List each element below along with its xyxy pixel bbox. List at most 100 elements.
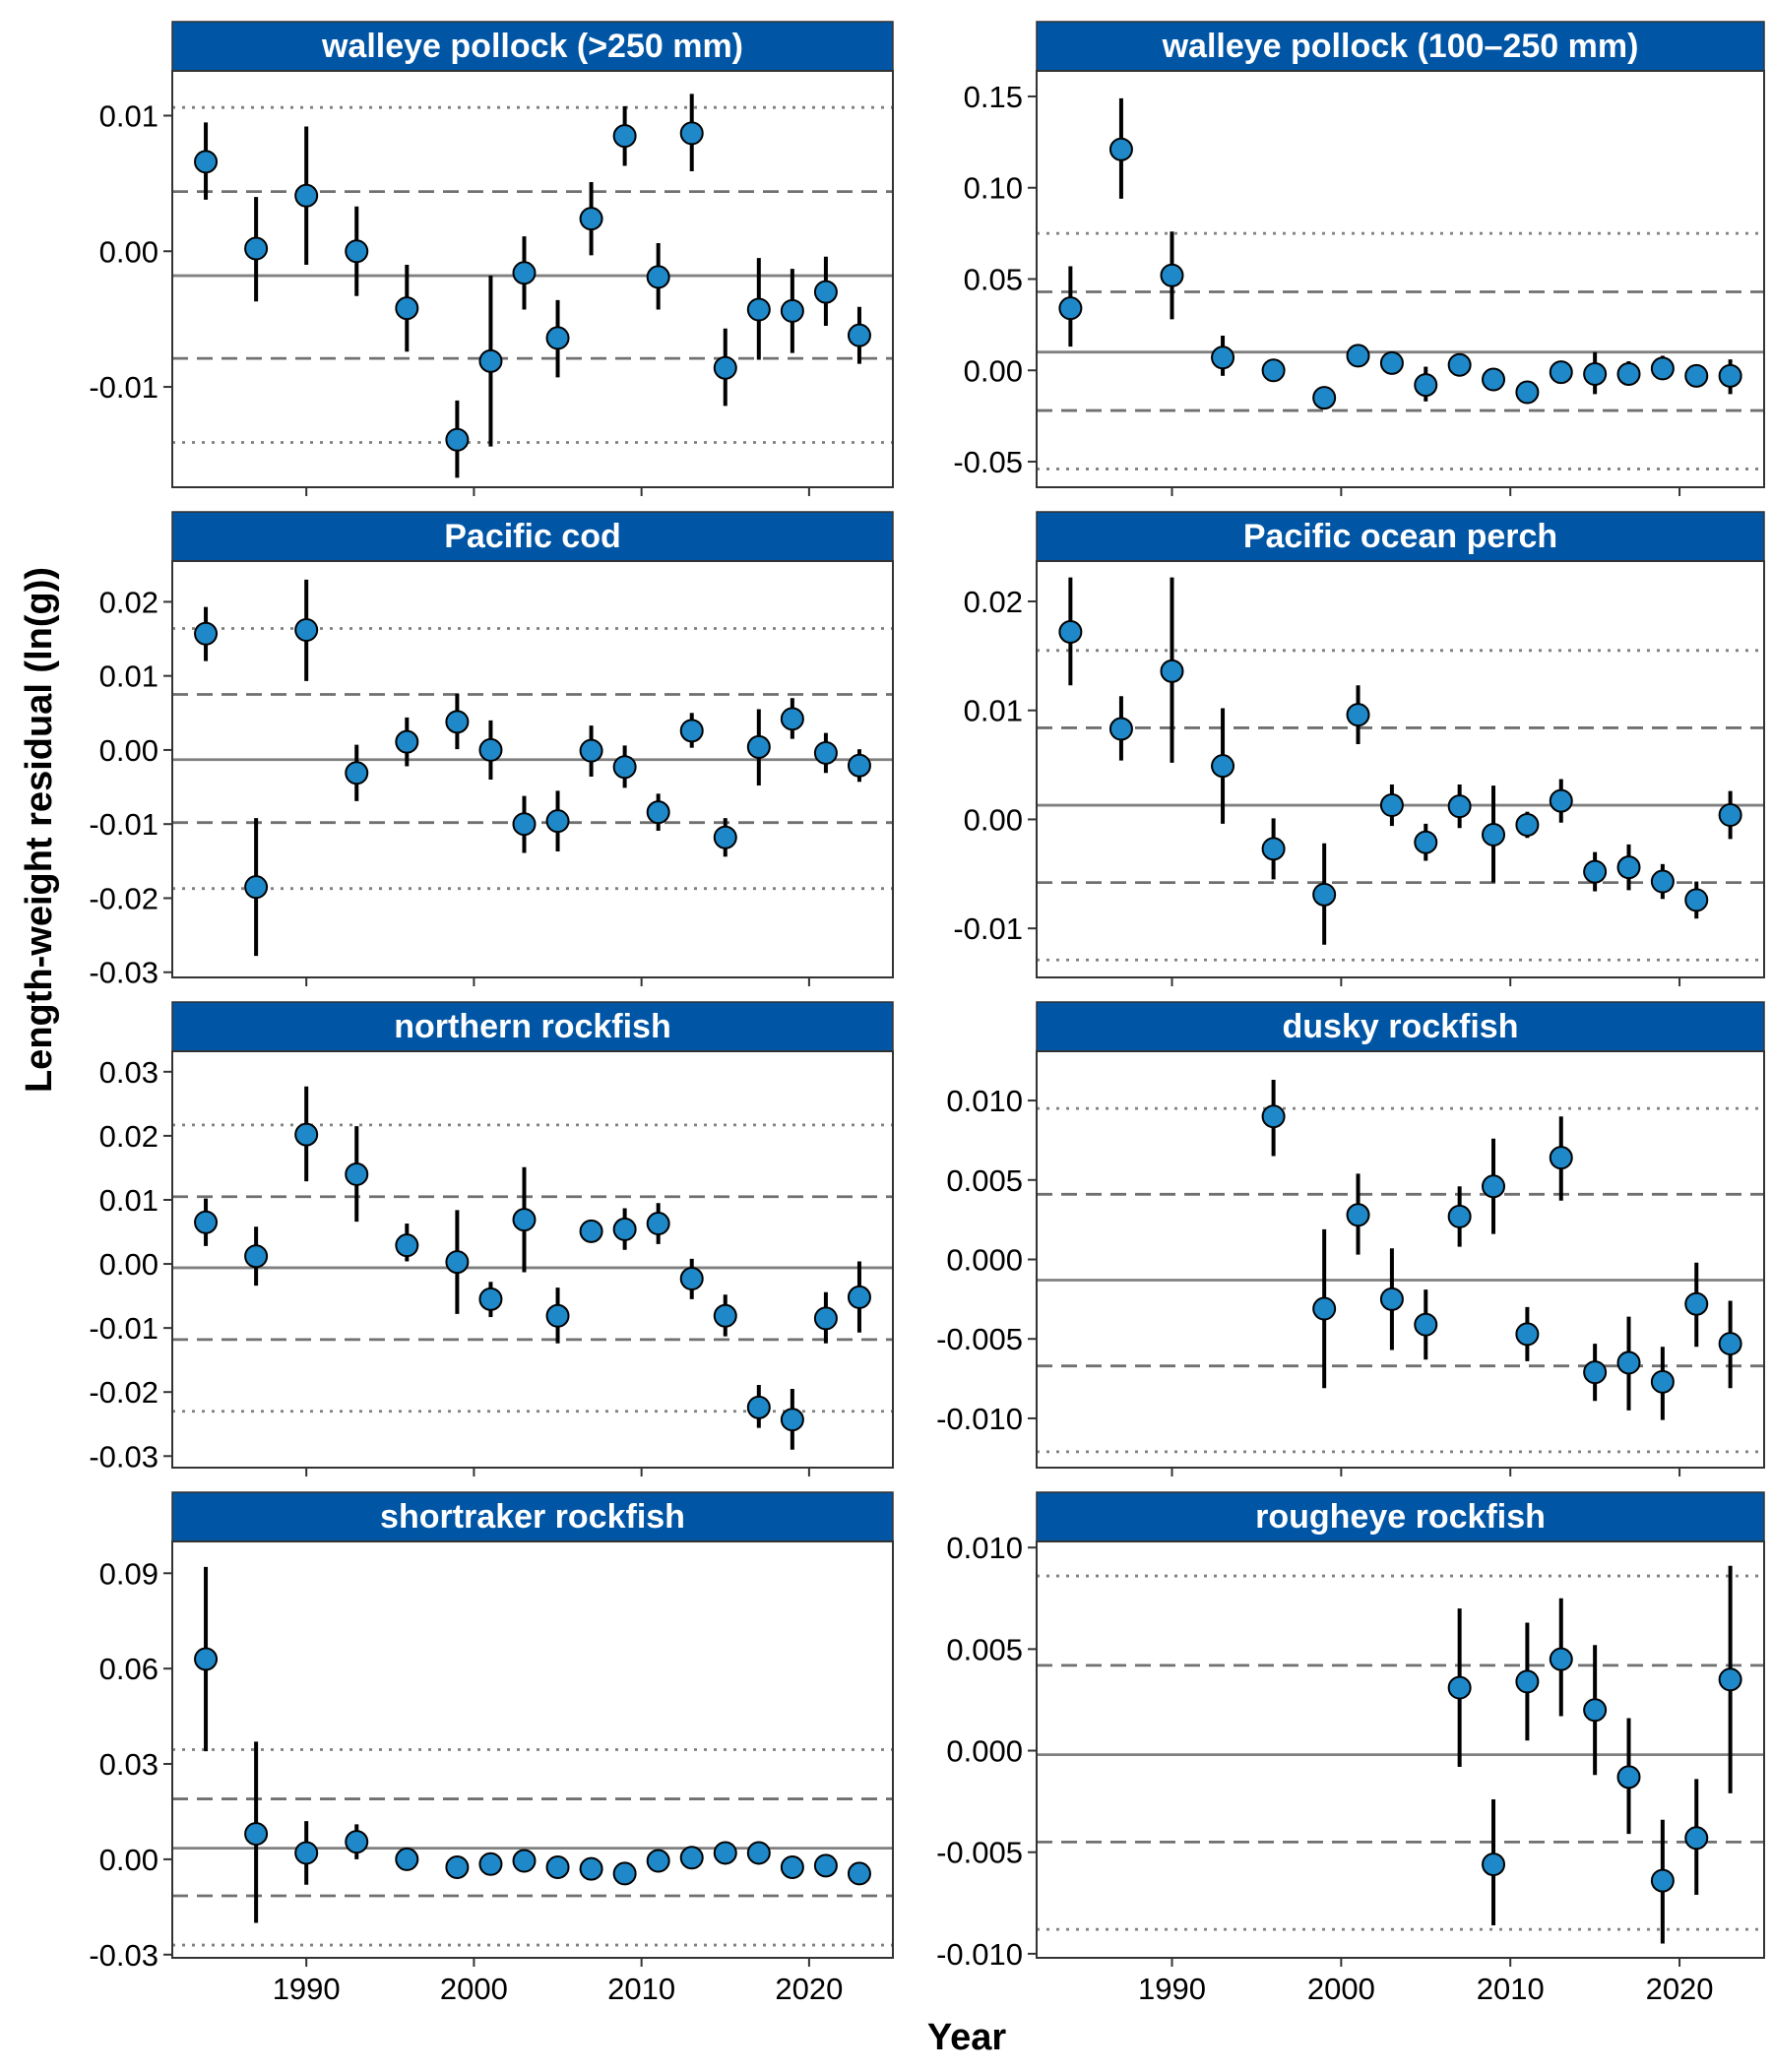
panel-title: dusky rockfish (1283, 1008, 1519, 1045)
panel-strip (1036, 21, 1765, 72)
data-point (512, 812, 537, 837)
data-point (1684, 1826, 1709, 1851)
data-point (395, 729, 419, 754)
panel-title: Pacific ocean perch (1243, 518, 1557, 555)
data-point (1549, 360, 1573, 385)
data-point (512, 261, 537, 285)
y-tick-label: -0.010 (936, 1937, 1023, 1972)
data-point (1684, 363, 1709, 388)
panel-border (171, 1540, 894, 1959)
panel-border (171, 560, 894, 978)
panel-title: walleye pollock (>250 mm) (321, 28, 743, 65)
panel-strip (171, 1491, 894, 1542)
data-point (294, 617, 319, 642)
y-tick-label: -0.010 (936, 1402, 1023, 1436)
data-point (1346, 1203, 1370, 1227)
data-point (1312, 882, 1337, 907)
data-point (1447, 794, 1472, 819)
x-tick-label: 2020 (775, 1972, 843, 2006)
data-point (1482, 367, 1506, 392)
y-tick-label: -0.05 (953, 445, 1023, 479)
data-point (847, 1285, 871, 1309)
y-tick-label: 0.06 (99, 1652, 158, 1686)
data-point (713, 355, 737, 380)
data-point (847, 323, 871, 347)
panel-border (1036, 1540, 1765, 1959)
y-tick-label: 0.01 (99, 659, 158, 694)
data-point (746, 734, 771, 759)
panel-title: rougheye rockfish (1255, 1498, 1546, 1536)
panel: dusky rockfish 0.010 0.005 0.000 -0.005 -0.01… (936, 1001, 1765, 1476)
data-point (1616, 361, 1641, 386)
data-point (1261, 1104, 1286, 1129)
data-point (1515, 1669, 1540, 1694)
x-tick-label: 2000 (1307, 1972, 1375, 2006)
data-point (194, 1210, 219, 1234)
data-point (1515, 380, 1540, 405)
data-point (1482, 1174, 1506, 1199)
data-point (612, 124, 637, 149)
data-point (294, 1122, 319, 1147)
y-tick-label: 0.00 (99, 1843, 158, 1877)
y-tick-label: 0.00 (99, 234, 158, 269)
data-point (445, 710, 470, 734)
data-point (345, 761, 369, 785)
x-tick-label: 2010 (1477, 1972, 1545, 2006)
data-point (1379, 1287, 1404, 1311)
data-point (478, 348, 503, 373)
data-point (1515, 1322, 1540, 1347)
data-point (244, 236, 269, 261)
data-point (1718, 803, 1742, 828)
data-point (244, 1244, 269, 1269)
y-tick-label: -0.01 (89, 807, 158, 842)
panel-background (172, 561, 893, 977)
data-point (1583, 361, 1608, 386)
data-point (478, 737, 503, 762)
y-tick-label: 0.000 (946, 1734, 1023, 1769)
panel-strip (1036, 1001, 1765, 1052)
panel-title: Pacific cod (444, 518, 621, 555)
y-tick-label: 0.010 (946, 1531, 1023, 1565)
data-point (780, 707, 804, 731)
data-point (646, 1212, 670, 1236)
x-tick-label: 1990 (1138, 1972, 1206, 2006)
panel-title: shortraker rockfish (380, 1498, 685, 1536)
data-point (1616, 855, 1641, 880)
data-point (1616, 1765, 1641, 1789)
data-point (345, 1162, 369, 1186)
data-point (478, 1287, 503, 1311)
data-point (847, 753, 871, 778)
panel-strip (1036, 1491, 1765, 1542)
data-point (1549, 1647, 1573, 1671)
data-point (1650, 1369, 1675, 1394)
data-point (746, 1841, 771, 1865)
panel: walleye pollock (>250 mm) 0.01 0.00 -0.01 (89, 21, 894, 496)
data-point (1346, 703, 1370, 727)
panel-title: walleye pollock (100–250 mm) (1162, 28, 1639, 65)
y-tick-label: 0.000 (946, 1243, 1023, 1278)
data-point (813, 1306, 838, 1331)
data-point (579, 1856, 603, 1881)
data-point (1718, 1667, 1742, 1692)
y-tick-label: 0.03 (99, 1055, 158, 1090)
y-tick-label: 0.00 (99, 733, 158, 768)
y-tick-label: 0.03 (99, 1747, 158, 1782)
data-point (1379, 793, 1404, 818)
y-tick-label: 0.02 (99, 585, 158, 619)
data-point (294, 1841, 319, 1865)
data-point (780, 298, 804, 323)
data-point (244, 875, 269, 900)
y-tick-label: -0.01 (953, 911, 1023, 946)
data-point (679, 1267, 704, 1291)
data-point (345, 1830, 369, 1854)
data-point (1211, 754, 1235, 779)
panel-strip (1036, 511, 1765, 562)
y-tick-label: 0.00 (964, 802, 1023, 837)
data-point (1211, 345, 1235, 370)
data-point (1414, 1312, 1438, 1337)
y-tick-label: 0.01 (964, 694, 1023, 728)
data-point (1261, 837, 1286, 861)
panel-border (1036, 560, 1765, 978)
data-point (1583, 859, 1608, 884)
panel-border (171, 1050, 894, 1469)
